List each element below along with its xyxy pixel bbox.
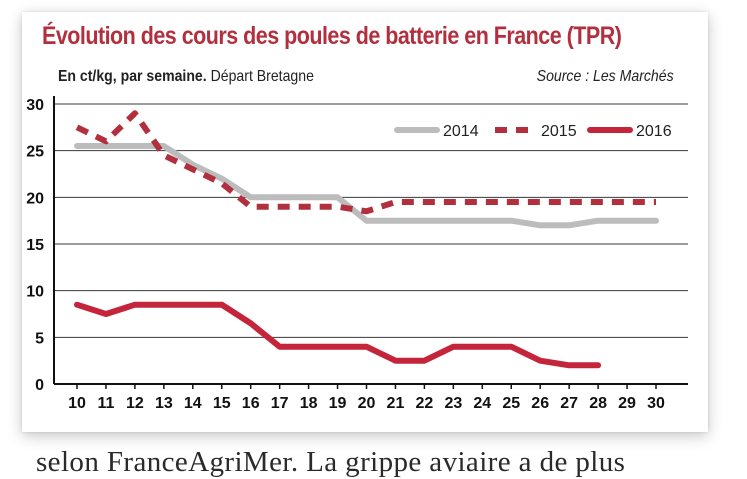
x-tick-label: 17 <box>271 395 289 412</box>
y-tick-labels: 0 5 10 15 20 25 30 <box>26 97 44 394</box>
series-lines <box>74 110 659 369</box>
legend-label-2015: 2015 <box>541 123 577 140</box>
y-tick-label: 0 <box>35 377 44 394</box>
legend-label-2016: 2016 <box>636 123 672 140</box>
y-tick-label: 30 <box>26 97 44 114</box>
line-chart: 0 5 10 15 20 25 30 10 11 12 13 14 15 16 17 18 19 20 21 22 2… <box>26 96 688 412</box>
x-tick-label: 22 <box>416 395 434 412</box>
x-tick-label: 12 <box>126 395 144 412</box>
x-tick-label: 19 <box>329 395 347 412</box>
x-tick-label: 21 <box>387 395 405 412</box>
x-tick-label: 30 <box>647 395 665 412</box>
x-tick-label: 11 <box>97 395 114 412</box>
x-tick-label: 23 <box>444 395 462 412</box>
x-tick-label: 15 <box>213 395 231 412</box>
x-tick-label: 14 <box>184 395 202 412</box>
grid-lines <box>54 103 688 338</box>
y-tick-label: 25 <box>26 144 44 161</box>
x-tick-label: 28 <box>589 395 607 412</box>
x-tick-label: 24 <box>473 395 491 412</box>
x-tick-label: 18 <box>300 395 318 412</box>
legend: 2014 2015 2016 <box>394 123 672 140</box>
x-tick-label: 29 <box>618 395 636 412</box>
x-tick-label: 25 <box>502 395 520 412</box>
x-tick-label: 13 <box>155 395 173 412</box>
x-tick-labels: 10 11 12 13 14 15 16 17 18 19 20 21 22 23 24 25 26 27 28 29… <box>68 395 665 412</box>
x-tick-label: 10 <box>68 395 86 412</box>
axes <box>53 96 688 389</box>
series-line-2015 <box>75 110 656 215</box>
subtitle-units: En ct/kg, par semaine. <box>58 68 207 85</box>
x-tick-label: 26 <box>531 395 549 412</box>
y-tick-label: 10 <box>26 284 44 301</box>
chart-title: Évolution des cours des poules de batter… <box>42 22 622 50</box>
chart-card: Évolution des cours des poules de batter… <box>22 12 708 432</box>
x-tick-label: 27 <box>560 395 578 412</box>
series-line-2016 <box>74 301 602 369</box>
y-tick-label: 15 <box>26 237 44 254</box>
x-tick-label: 16 <box>242 395 260 412</box>
y-tick-label: 5 <box>35 330 44 347</box>
x-tick-label: 20 <box>358 395 376 412</box>
article-caption: selon FranceAgriMer. La grippe aviaire a… <box>36 446 626 478</box>
legend-label-2014: 2014 <box>443 123 479 140</box>
subtitle-origin: Départ Bretagne <box>206 68 314 85</box>
chart-source: Source : Les Marchés <box>537 68 674 85</box>
chart-subtitle: En ct/kg, par semaine. Départ Bretagne <box>58 68 314 86</box>
y-tick-label: 20 <box>26 190 44 207</box>
series-line-2014 <box>74 143 659 229</box>
